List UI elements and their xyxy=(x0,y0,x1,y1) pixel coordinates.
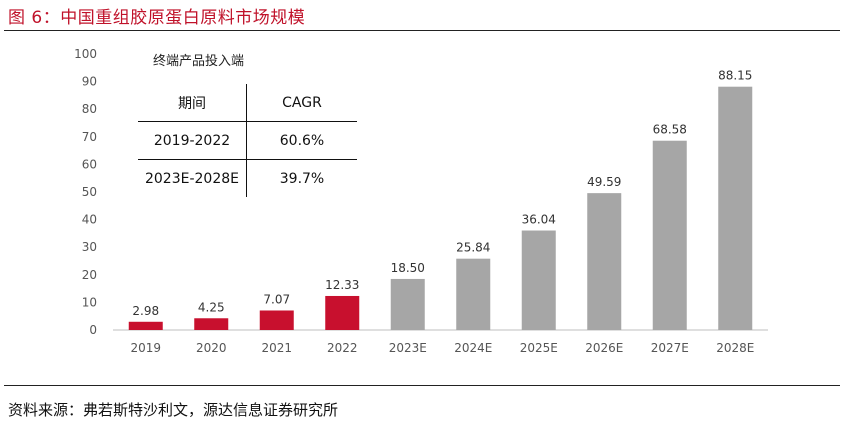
y-tick-label: 50 xyxy=(82,185,97,199)
y-tick-label: 80 xyxy=(82,102,97,116)
row-cagr: 39.7% xyxy=(279,170,325,187)
bar-2019 xyxy=(128,321,163,330)
data-label-2023E: 18.50 xyxy=(391,261,425,275)
bar-chart: 0 10 20 30 40 50 60 70 80 90 100 2.98 4.25 7.07 12.33… xyxy=(74,47,768,355)
x-tick-label: 2028E xyxy=(716,341,754,355)
data-label-2025E: 36.04 xyxy=(522,213,556,227)
bars xyxy=(128,86,753,331)
x-tick-label: 2024E xyxy=(454,341,492,355)
y-axis-ticks: 0 10 20 30 40 50 60 70 80 90 100 xyxy=(74,47,97,337)
bar-value-labels: 2.98 4.25 7.07 12.33 18.50 25.84 36.04 49.59 68.… xyxy=(132,69,752,318)
bar-2022 xyxy=(325,295,360,330)
x-tick-label: 2022 xyxy=(327,341,358,355)
x-tick-label: 2023E xyxy=(389,341,427,355)
y-tick-label: 70 xyxy=(82,130,97,144)
x-tick-label: 2021 xyxy=(261,341,292,355)
cagr-table-row: 2023E-2028E 39.7% xyxy=(138,159,357,197)
cagr-table-header-row: 期间 CAGR xyxy=(138,84,357,122)
x-tick-label: 2019 xyxy=(130,341,161,355)
cagr-table: 期间 CAGR 2019-2022 60.6% 2023E-2028E 39.7… xyxy=(138,84,357,197)
x-tick-label: 2026E xyxy=(585,341,623,355)
bottom-rule xyxy=(4,385,840,386)
y-tick-label: 100 xyxy=(74,47,97,61)
inset-title: 终端产品投入端 xyxy=(153,54,245,69)
row-period: 2019-2022 xyxy=(138,121,247,160)
data-label-2024E: 25.84 xyxy=(456,241,490,255)
header-period: 期间 xyxy=(138,84,247,122)
bar-2021 xyxy=(259,310,294,330)
data-label-2028E: 88.15 xyxy=(718,69,752,83)
y-tick-label: 0 xyxy=(89,323,97,337)
data-label-2027E: 68.58 xyxy=(653,123,687,137)
y-tick-label: 20 xyxy=(82,268,97,282)
bar-2023E xyxy=(390,278,425,330)
cagr-table-row: 2019-2022 60.6% xyxy=(138,121,357,160)
y-tick-label: 60 xyxy=(82,157,97,171)
figure-title: 图 6：中国重组胶原蛋白原料市场规模 xyxy=(8,8,306,28)
y-tick-label: 40 xyxy=(82,213,97,227)
row-cagr: 60.6% xyxy=(246,121,357,160)
bar-2020 xyxy=(194,318,229,330)
data-label-2026E: 49.59 xyxy=(587,175,621,189)
x-tick-label: 2025E xyxy=(520,341,558,355)
data-label-2020: 4.25 xyxy=(198,300,225,314)
bar-2024E xyxy=(456,258,491,330)
data-label-2022: 12.33 xyxy=(325,278,359,292)
y-tick-label: 90 xyxy=(82,75,97,89)
bar-2028E xyxy=(718,86,753,331)
data-label-2019: 2.98 xyxy=(132,304,159,318)
top-rule xyxy=(4,30,840,31)
x-tick-label: 2020 xyxy=(196,341,227,355)
bar-2026E xyxy=(587,193,622,330)
y-tick-label: 10 xyxy=(82,295,97,309)
bar-2027E xyxy=(652,140,687,330)
data-label-2021: 7.07 xyxy=(263,292,290,306)
bar-2025E xyxy=(521,230,556,330)
x-axis-ticks: 2019 2020 2021 2022 2023E 2024E 2025E 2026E 2027… xyxy=(130,341,754,355)
header-cagr: CAGR xyxy=(246,84,357,122)
source-note: 资料来源：弗若斯特沙利文，源达信息证券研究所 xyxy=(8,401,339,419)
row-period: 2023E-2028E xyxy=(138,159,247,197)
x-tick-label: 2027E xyxy=(651,341,689,355)
y-tick-label: 30 xyxy=(82,240,97,254)
